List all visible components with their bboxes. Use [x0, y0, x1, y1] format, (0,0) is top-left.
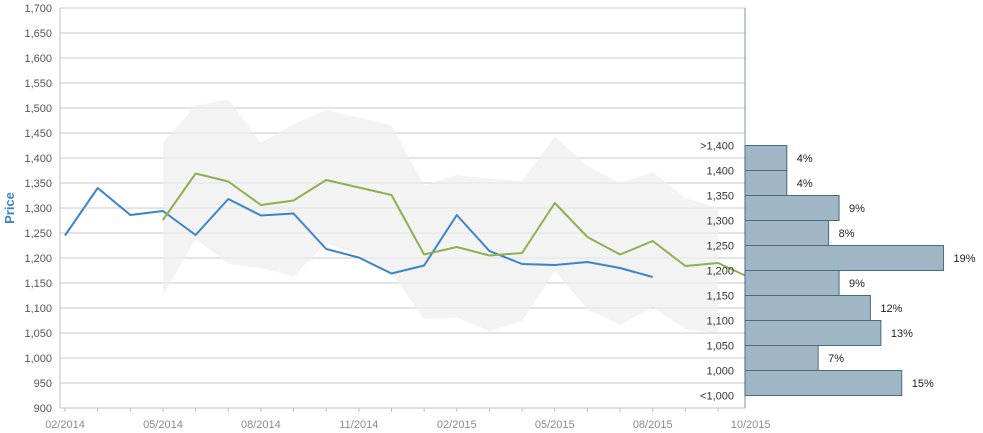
series-line-1	[64, 187, 653, 278]
range-band	[162, 99, 718, 333]
y-tick-label: 1,250	[24, 228, 52, 240]
y-tick-label: 1,450	[24, 128, 52, 140]
histogram-bar	[744, 295, 871, 321]
bin-label: >1,400	[700, 141, 734, 153]
bin-label: 1,050	[706, 341, 734, 353]
histogram-bar	[744, 345, 819, 371]
histogram-percent-label: 13%	[891, 328, 913, 340]
distribution-histogram: >1,400 4% 1,400 4% 1,350 9% 1,300 8% 1,250 19% 1,2…	[700, 141, 976, 403]
y-axis-ticks: 900 950 1,000 1,050 1,100 1,150 1,200 1,250 1,30…	[24, 3, 52, 415]
x-tick-label: 08/2014	[241, 419, 281, 431]
histogram-bar	[744, 170, 788, 196]
x-tick-label: 08/2015	[633, 419, 673, 431]
x-tick-label: 05/2015	[535, 419, 575, 431]
bin-label: 1,150	[706, 291, 734, 303]
y-axis-label: Price	[2, 192, 17, 224]
x-tick-label: 02/2015	[437, 419, 477, 431]
x-tick-label: 05/2014	[143, 419, 183, 431]
y-tick-label: 1,200	[24, 253, 52, 265]
histogram-percent-label: 7%	[828, 353, 844, 365]
x-tick-label: 10/2015	[731, 419, 771, 431]
y-tick-label: 1,100	[24, 303, 52, 315]
histogram-percent-label: 9%	[849, 278, 865, 290]
histogram-bar	[744, 145, 788, 171]
histogram-percent-label: 19%	[954, 253, 976, 265]
histogram-bar	[744, 195, 840, 221]
bin-label: 1,400	[706, 166, 734, 178]
y-tick-label: 1,650	[24, 28, 52, 40]
histogram-percent-label: 15%	[912, 378, 934, 390]
histogram-bar	[744, 270, 840, 296]
series-line-2	[162, 172, 752, 279]
bin-label: 1,300	[706, 216, 734, 228]
bin-label: 1,200	[706, 266, 734, 278]
x-axis-ticks: 02/2014 05/2014 08/2014 11/2014 02/2015 05/20…	[45, 408, 771, 431]
y-tick-label: 1,700	[24, 3, 52, 15]
bin-label: 1,100	[706, 316, 734, 328]
histogram-percent-label: 4%	[797, 178, 813, 190]
x-tick-label: 11/2014	[339, 419, 378, 431]
histogram-bar	[744, 220, 830, 246]
histogram-bar	[744, 245, 945, 271]
y-tick-label: 1,500	[24, 103, 52, 115]
histogram-percent-label: 12%	[880, 303, 902, 315]
y-tick-label: 1,350	[24, 178, 52, 190]
y-tick-label: 1,050	[24, 328, 52, 340]
x-tick-label: 02/2014	[45, 419, 85, 431]
y-tick-label: 1,400	[24, 153, 52, 165]
histogram-percent-label: 4%	[797, 153, 813, 165]
y-tick-label: 950	[34, 378, 52, 390]
bin-label: 1,350	[706, 191, 734, 203]
bin-label: 1,000	[706, 366, 734, 378]
y-tick-label: 1,150	[24, 278, 52, 290]
histogram-bar	[744, 320, 882, 346]
range-band-area	[162, 99, 718, 333]
series-lines	[64, 172, 752, 279]
y-tick-label: 1,000	[24, 353, 52, 365]
bin-label: 1,250	[706, 241, 734, 253]
bin-label: <1,000	[700, 391, 734, 403]
histogram-bar	[744, 370, 903, 396]
y-tick-label: 1,550	[24, 78, 52, 90]
y-tick-label: 1,300	[24, 203, 52, 215]
y-tick-label: 1,600	[24, 53, 52, 65]
y-tick-label: 900	[34, 403, 52, 415]
histogram-percent-label: 9%	[849, 203, 865, 215]
histogram-percent-label: 8%	[839, 228, 855, 240]
